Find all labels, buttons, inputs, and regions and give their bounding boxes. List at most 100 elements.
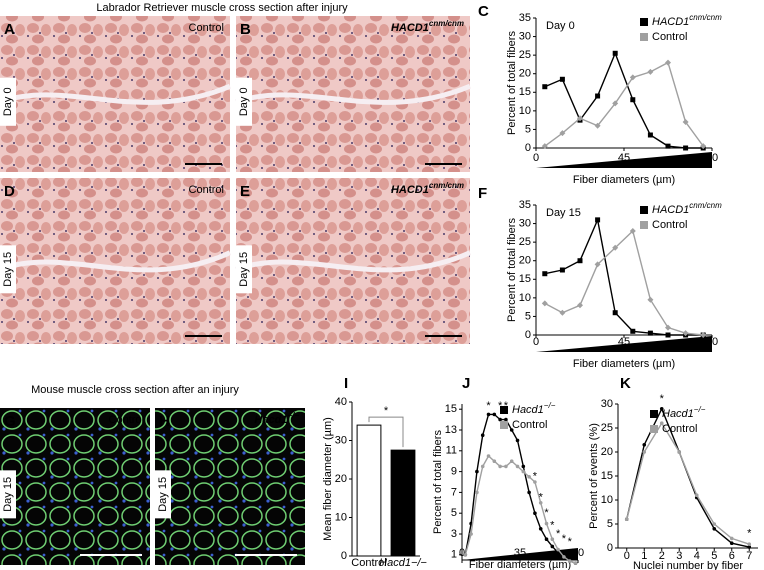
- marker: [486, 454, 491, 458]
- x-tick-label: 0: [533, 336, 539, 348]
- marker: [556, 547, 560, 552]
- marker: [700, 143, 707, 150]
- day-label: Day 15: [2, 252, 14, 287]
- y-tick-label: 3: [451, 528, 457, 540]
- marker: [538, 527, 543, 531]
- day-label: Day 0: [2, 87, 14, 116]
- y-tick-label: 11: [446, 445, 457, 457]
- marker: [550, 537, 555, 541]
- y-axis-label: Percent of events (%): [588, 423, 600, 529]
- annotation: *: [384, 405, 389, 417]
- panel-letter: D: [4, 183, 15, 200]
- size-wedge: [536, 336, 712, 352]
- y-tick-label: 25: [601, 422, 613, 434]
- marker: [509, 459, 514, 464]
- panel-letter: H: [159, 413, 170, 430]
- day-label: Day 0: [238, 87, 250, 116]
- marker: [700, 332, 707, 338]
- marker: [729, 536, 734, 541]
- marker: [486, 412, 491, 417]
- marker: [541, 300, 548, 307]
- marker: [594, 261, 601, 268]
- marker: [559, 76, 565, 82]
- marker: [642, 450, 647, 454]
- marker: [504, 417, 508, 422]
- marker: [712, 527, 717, 531]
- legend-label: Control: [512, 419, 547, 431]
- bar: [356, 424, 382, 557]
- marker: [647, 68, 654, 75]
- legend-label-sup: cnm/cnm: [689, 13, 722, 22]
- connective-tissue: [0, 250, 232, 273]
- annotation: *: [533, 471, 538, 483]
- image-label: HACD1cnm/cnm: [391, 19, 464, 34]
- marker: [492, 459, 497, 464]
- marker: [498, 417, 502, 422]
- legend-label-sup: −/−: [694, 405, 706, 414]
- marker: [527, 475, 531, 479]
- legend-label-main: Control: [652, 31, 687, 43]
- series-line: [544, 217, 704, 336]
- chart-title: Day 0: [546, 20, 575, 32]
- marker: [527, 490, 531, 495]
- marker: [665, 143, 671, 149]
- marker: [595, 93, 601, 99]
- y-tick-label: 35: [519, 12, 531, 24]
- marker: [541, 143, 548, 150]
- x-tick-label: 6: [729, 550, 735, 562]
- marker: [677, 450, 682, 454]
- legend-label: Hacd1−/−: [662, 405, 706, 420]
- size-wedge: [462, 548, 578, 560]
- y-tick-label: 1: [451, 549, 457, 561]
- heading: Mouse muscle cross section after an inju…: [31, 384, 239, 396]
- legend-label: Hacd1−/−: [512, 401, 556, 416]
- y-tick-label: 30: [519, 30, 531, 42]
- y-tick-label: 20: [335, 473, 347, 485]
- legend-swatch: [640, 33, 648, 41]
- legend-label: HACD1cnm/cnm: [652, 201, 722, 216]
- x-tick-label: 35: [514, 547, 526, 559]
- x-axis-label: Fiber diameters (µm): [573, 358, 675, 370]
- y-tick-label: 35: [519, 199, 531, 211]
- y-tick-label: 15: [601, 470, 613, 482]
- marker: [682, 119, 689, 125]
- image-label: Control: [109, 414, 144, 426]
- annotation: *: [747, 528, 752, 540]
- marker: [542, 84, 548, 90]
- marker: [463, 553, 468, 557]
- x-tick-label: 2: [659, 550, 665, 562]
- heading: Labrador Retriever muscle cross section …: [96, 2, 348, 14]
- marker: [521, 469, 526, 474]
- annotation: *: [539, 492, 544, 504]
- marker: [544, 537, 549, 541]
- marker: [533, 480, 537, 484]
- marker: [747, 545, 752, 549]
- y-tick-label: 10: [601, 494, 613, 506]
- y-tick-label: 30: [519, 217, 531, 229]
- legend-swatch: [640, 18, 648, 26]
- marker: [492, 412, 497, 417]
- legend-swatch: [650, 425, 658, 433]
- x-tick-label: 45: [618, 336, 630, 348]
- legend-label-main: Control: [652, 219, 687, 231]
- marker: [630, 328, 636, 334]
- panel-letter: B: [240, 21, 251, 38]
- marker: [642, 443, 647, 447]
- x-tick-label: 1: [641, 550, 647, 562]
- x-tick-label: 90: [706, 152, 718, 164]
- marker: [595, 217, 601, 223]
- marker: [515, 464, 520, 469]
- x-tick-label: 0: [533, 152, 539, 164]
- marker: [577, 302, 583, 309]
- legend-label-sup: −/−: [544, 401, 556, 410]
- y-tick-label: 30: [601, 398, 613, 410]
- day-label-box: [0, 470, 16, 519]
- y-tick-label: 0: [341, 550, 347, 562]
- y-tick-label: 10: [519, 292, 531, 304]
- marker: [559, 267, 565, 273]
- marker: [567, 559, 572, 563]
- marker: [630, 97, 636, 103]
- y-tick-label: 10: [519, 105, 531, 117]
- y-tick-label: 40: [335, 396, 347, 408]
- legend-label-sup: cnm/cnm: [689, 201, 722, 210]
